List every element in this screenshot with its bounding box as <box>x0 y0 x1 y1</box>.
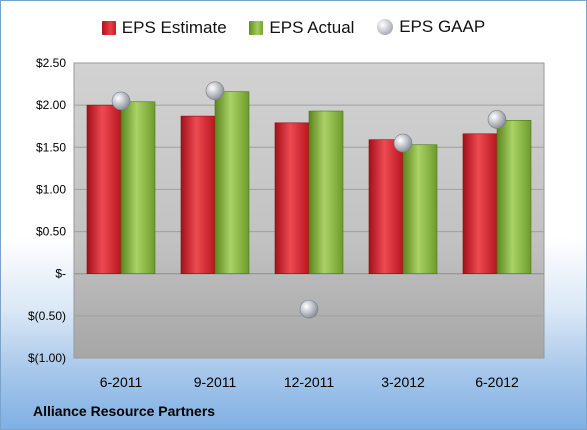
y-axis-ticks: $2.50 $2.00 $1.50 $1.00 $0.50 $- $(0.50) $(1.00… <box>28 56 66 365</box>
point-eps-gaap <box>487 110 507 129</box>
gaap-points <box>111 81 507 319</box>
x-tick-label: 9-2011 <box>194 374 237 390</box>
bar-eps-estimate <box>274 122 310 275</box>
bar-eps-actual <box>496 120 532 275</box>
x-axis-ticks: 6-2011 9-2011 12-2011 3-2012 6-2012 <box>100 374 519 390</box>
x-tick-label: 12-2011 <box>284 374 335 390</box>
bar-eps-estimate <box>368 139 404 275</box>
y-tick-label: $- <box>55 267 66 281</box>
company-name: Alliance Resource Partners <box>33 403 216 419</box>
bar-eps-estimate <box>86 104 122 275</box>
x-tick-label: 6-2012 <box>475 374 519 390</box>
legend-swatch-estimate <box>101 21 116 35</box>
legend-item-estimate: EPS Estimate <box>101 18 227 38</box>
legend-label-actual: EPS Actual <box>269 18 355 37</box>
point-eps-gaap <box>393 133 413 153</box>
legend-item-gaap: EPS GAAP <box>377 17 485 37</box>
legend-swatch-gaap <box>377 19 394 35</box>
y-tick-label: $0.50 <box>36 225 66 239</box>
bar-eps-actual <box>402 144 438 275</box>
y-tick-label: $2.50 <box>36 56 66 70</box>
y-tick-label: $1.50 <box>36 140 66 154</box>
chart-legend: EPS Estimate EPS Actual EPS GAAP <box>1 17 586 40</box>
point-eps-gaap <box>111 91 131 111</box>
legend-item-actual: EPS Actual <box>249 18 354 38</box>
bar-eps-actual <box>120 101 156 275</box>
y-tick-label: $2.00 <box>36 98 66 112</box>
x-tick-label: 6-2011 <box>100 374 143 390</box>
legend-swatch-actual <box>249 21 264 35</box>
bar-eps-estimate <box>180 115 216 275</box>
x-tick-label: 3-2012 <box>381 374 425 390</box>
legend-label-gaap: EPS GAAP <box>399 17 486 36</box>
bars <box>86 91 532 275</box>
legend-label-estimate: EPS Estimate <box>121 18 227 37</box>
bar-eps-estimate <box>462 133 498 275</box>
bar-eps-actual <box>308 110 344 275</box>
point-eps-gaap <box>205 81 225 101</box>
bar-eps-actual <box>214 91 250 275</box>
y-tick-label: $1.00 <box>36 182 66 196</box>
point-eps-gaap <box>299 299 319 319</box>
y-tick-label: $(1.00) <box>28 351 66 365</box>
y-tick-label: $(0.50) <box>28 309 66 323</box>
